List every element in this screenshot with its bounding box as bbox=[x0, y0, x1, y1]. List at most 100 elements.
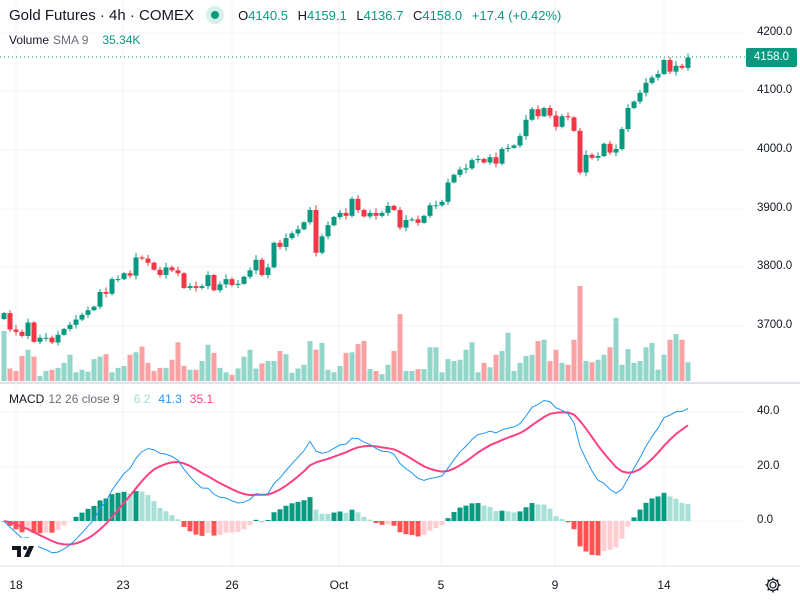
volume-bar bbox=[379, 374, 385, 381]
volume-bar bbox=[613, 317, 619, 381]
volume-bar bbox=[553, 349, 559, 381]
candle-down bbox=[589, 154, 595, 158]
macd-histogram-bar bbox=[589, 521, 595, 555]
volume-bar bbox=[637, 361, 643, 381]
candle-up bbox=[637, 92, 643, 102]
low-value: 4136.7 bbox=[363, 7, 404, 23]
volume-bar bbox=[163, 367, 169, 381]
candle-up bbox=[1, 313, 7, 319]
macd-histogram-bar bbox=[109, 494, 115, 521]
volume-bar bbox=[319, 342, 325, 381]
macd-histogram-bar bbox=[481, 505, 487, 521]
macd-histogram-bar bbox=[361, 516, 367, 521]
candle-up bbox=[295, 229, 301, 234]
volume-bar bbox=[439, 372, 445, 381]
candle-down bbox=[13, 329, 19, 332]
volume-bar bbox=[337, 366, 343, 381]
macd-tick: 40.0 bbox=[757, 405, 780, 417]
price-tick: 3700.0 bbox=[757, 319, 793, 331]
volume-bar bbox=[661, 354, 667, 381]
candle-up bbox=[235, 283, 241, 285]
macd-histogram-bar bbox=[199, 521, 205, 536]
market-status-icon[interactable] bbox=[206, 6, 225, 24]
candle-down bbox=[547, 108, 553, 116]
candle-down bbox=[535, 109, 541, 117]
volume-bar bbox=[277, 351, 283, 381]
candle-up bbox=[541, 108, 547, 117]
candle-down bbox=[415, 219, 421, 223]
macd-histogram-bar bbox=[193, 521, 199, 535]
volume-bar bbox=[133, 352, 139, 381]
volume-bar bbox=[655, 369, 661, 381]
volume-bar bbox=[649, 342, 655, 381]
macd-histogram-bar bbox=[229, 521, 235, 533]
macd-params: 12 26 close 9 bbox=[48, 392, 120, 406]
candle-up bbox=[649, 77, 655, 83]
candle-up bbox=[655, 74, 661, 78]
macd-histogram-bar bbox=[133, 490, 139, 521]
time-tick: 14 bbox=[657, 578, 671, 592]
macd-histogram-bar bbox=[559, 519, 565, 521]
candle-down bbox=[397, 209, 403, 228]
macd-histogram-bar bbox=[7, 521, 13, 526]
volume-bar bbox=[493, 354, 499, 381]
candle-down bbox=[145, 258, 151, 263]
symbol-legend[interactable]: Gold Futures · 4h · COMEX O4140.5 H4159.… bbox=[9, 6, 561, 24]
macd-histogram-bar bbox=[415, 521, 421, 537]
candle-up bbox=[331, 217, 337, 226]
volume-legend[interactable]: Volume SMA 9 35.34K bbox=[9, 33, 140, 47]
gear-icon[interactable] bbox=[764, 576, 782, 594]
candle-down bbox=[211, 275, 217, 291]
candle-down bbox=[127, 273, 133, 276]
macd-histogram-bar bbox=[457, 507, 463, 521]
ohlc-values: O4140.5 H4159.1 L4136.7 C4158.0 +17.4 (+… bbox=[238, 8, 561, 23]
macd-histogram-bar bbox=[241, 521, 247, 530]
candle-up bbox=[529, 109, 535, 120]
macd-histogram-bar bbox=[673, 498, 679, 521]
volume-bar bbox=[247, 349, 253, 381]
macd-histogram-bar bbox=[145, 495, 151, 521]
candle-up bbox=[523, 119, 529, 137]
macd-histogram-bar bbox=[337, 511, 343, 521]
candle-up bbox=[385, 205, 391, 213]
volume-bar bbox=[307, 341, 313, 381]
candle-down bbox=[313, 209, 319, 253]
volume-bar bbox=[229, 374, 235, 381]
macd-histogram-bar bbox=[265, 519, 271, 521]
candle-up bbox=[661, 59, 667, 75]
candle-up bbox=[511, 145, 517, 148]
volume-bar bbox=[325, 369, 331, 381]
macd-histogram-bar bbox=[421, 521, 427, 535]
macd-histogram-bar bbox=[103, 498, 109, 521]
volume-bar bbox=[25, 349, 31, 381]
macd-histogram-bar bbox=[685, 504, 691, 521]
volume-bar bbox=[151, 371, 157, 381]
volume-bar bbox=[67, 354, 73, 381]
macd-histogram-bar bbox=[439, 521, 445, 526]
volume-bar bbox=[169, 359, 175, 381]
volume-bar bbox=[535, 341, 541, 381]
macd-histogram-bar bbox=[211, 521, 217, 536]
candle-up bbox=[487, 157, 493, 163]
volume-bar bbox=[499, 351, 505, 381]
macd-histogram-bar bbox=[295, 501, 301, 521]
volume-bar bbox=[313, 349, 319, 381]
macd-histogram-bar bbox=[139, 491, 145, 521]
candle-up bbox=[619, 129, 625, 150]
candle-up bbox=[685, 57, 691, 68]
macd-histogram-bar bbox=[649, 498, 655, 521]
macd-histogram-bar bbox=[643, 502, 649, 521]
candle-up bbox=[97, 292, 103, 307]
macd-legend[interactable]: MACD 12 26 close 9 6.2 41.3 35.1 bbox=[9, 392, 213, 406]
candle-down bbox=[667, 59, 673, 72]
macd-histogram-bar bbox=[655, 496, 661, 521]
macd-histogram-bar bbox=[529, 503, 535, 521]
volume-bar bbox=[109, 372, 115, 381]
macd-histogram-bar bbox=[283, 505, 289, 521]
tradingview-logo[interactable] bbox=[8, 538, 38, 564]
symbol-title[interactable]: Gold Futures · 4h · COMEX bbox=[9, 6, 195, 24]
candle-up bbox=[55, 334, 61, 343]
volume-bar bbox=[577, 286, 583, 381]
volume-bar bbox=[631, 362, 637, 381]
